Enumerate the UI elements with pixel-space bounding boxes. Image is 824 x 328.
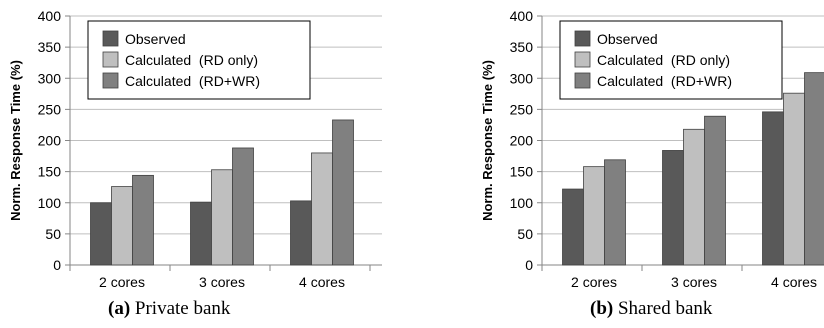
bar-calculated-rd-only-3-cores (211, 169, 233, 266)
chart-panel-private-bank: 0 50 100 150 200 250 300 350 400 Norm. Response T… (8, 8, 382, 320)
x-tick-label: 3 cores (671, 274, 717, 290)
caption-private-bank: (a) Private bank (108, 298, 230, 320)
bar-observed-3-cores (190, 201, 212, 266)
legend-swatch-calculated-rd-only (574, 51, 591, 68)
x-axis: 2 cores 3 cores 4 cores (69, 264, 382, 290)
chart-shared-bank: 0 50 100 150 200 250 300 350 400 Norm. Response T… (480, 8, 824, 290)
bar-calculated-rd-wr-4-cores (332, 119, 354, 266)
y-tick-label: 0 (525, 257, 533, 273)
y-tick-label: 0 (53, 257, 61, 273)
y-tick-label: 150 (38, 164, 62, 180)
x-tick-label: 4 cores (299, 274, 345, 290)
legend-label-observed: Observed (125, 31, 186, 47)
bar-calculated-rd-only-2-cores (111, 186, 133, 266)
legend-label-calculated-rd-only: Calculated (RD only) (597, 52, 730, 68)
y-tick-label: 250 (510, 101, 534, 117)
legend-box (559, 20, 783, 100)
chart-private-bank: 0 50 100 150 200 250 300 350 400 Norm. Response T… (8, 8, 382, 290)
y-tick-label: 50 (45, 226, 61, 242)
x-tick-label: 3 cores (199, 274, 245, 290)
y-tick-label: 100 (510, 195, 534, 211)
x-tick-label: 2 cores (99, 274, 145, 290)
bar-calculated-rd-wr-4-cores (804, 72, 824, 266)
x-tick-label: 2 cores (571, 274, 617, 290)
y-tick-label: 200 (38, 133, 62, 149)
y-tick-label: 250 (38, 101, 62, 117)
caption-shared-bank: (b) Shared bank (590, 298, 712, 320)
bar-observed-4-cores (762, 111, 784, 266)
bar-calculated-rd-only-2-cores (583, 166, 605, 266)
y-tick-label: 400 (510, 8, 534, 24)
legend: Observed Calculated (RD only) Calculated (… (559, 20, 783, 100)
y-tick-label: 300 (38, 70, 62, 86)
y-axis-title: Norm. Response Time (%) (480, 60, 495, 221)
x-axis: 2 cores 3 cores 4 cores (541, 264, 824, 290)
bar-observed-2-cores (90, 202, 112, 266)
bar-calculated-rd-wr-2-cores (604, 159, 626, 266)
y-tick-label: 300 (510, 70, 534, 86)
y-axis-title: Norm. Response Time (%) (8, 60, 23, 221)
legend-swatch-observed (574, 30, 591, 47)
y-tick-label: 350 (38, 39, 62, 55)
y-tick-label: 350 (510, 39, 534, 55)
caption-text: Shared bank (617, 298, 713, 319)
bar-observed-3-cores (662, 150, 684, 266)
bar-observed-2-cores (562, 188, 584, 266)
y-tick-label: 400 (38, 8, 62, 24)
legend-label-observed: Observed (597, 31, 658, 47)
y-axis: 0 50 100 150 200 250 300 350 400 (510, 8, 543, 273)
bar-calculated-rd-only-4-cores (783, 92, 805, 266)
bar-calculated-rd-only-3-cores (683, 128, 705, 266)
bars (562, 72, 824, 266)
y-tick-label: 50 (517, 226, 533, 242)
legend-label-calculated-rd-only: Calculated (RD only) (125, 52, 258, 68)
legend: Observed Calculated (RD only) Calculated (… (87, 20, 311, 100)
chart-panel-shared-bank: 0 50 100 150 200 250 300 350 400 Norm. Response T… (412, 0, 824, 328)
bar-calculated-rd-wr-3-cores (704, 115, 726, 266)
legend-swatch-calculated-rd-only (102, 51, 119, 68)
legend-swatch-calculated-rd-wr (574, 72, 591, 89)
caption-letter: (a) (108, 298, 131, 319)
legend-box (87, 20, 311, 100)
caption-letter: (b) (590, 298, 614, 319)
x-tick-label: 4 cores (771, 274, 817, 290)
bars (90, 119, 354, 266)
caption-text: Private bank (134, 298, 231, 319)
bar-calculated-rd-only-4-cores (311, 152, 333, 266)
y-tick-label: 100 (38, 195, 62, 211)
bar-observed-4-cores (290, 200, 312, 266)
y-tick-label: 200 (510, 133, 534, 149)
legend-swatch-observed (102, 30, 119, 47)
y-axis: 0 50 100 150 200 250 300 350 400 (38, 8, 71, 273)
legend-label-calculated-rd-wr: Calculated (RD+WR) (125, 73, 260, 89)
legend-swatch-calculated-rd-wr (102, 72, 119, 89)
legend-label-calculated-rd-wr: Calculated (RD+WR) (597, 73, 732, 89)
y-tick-label: 150 (510, 164, 534, 180)
bar-calculated-rd-wr-3-cores (232, 147, 254, 266)
bar-calculated-rd-wr-2-cores (132, 174, 154, 266)
